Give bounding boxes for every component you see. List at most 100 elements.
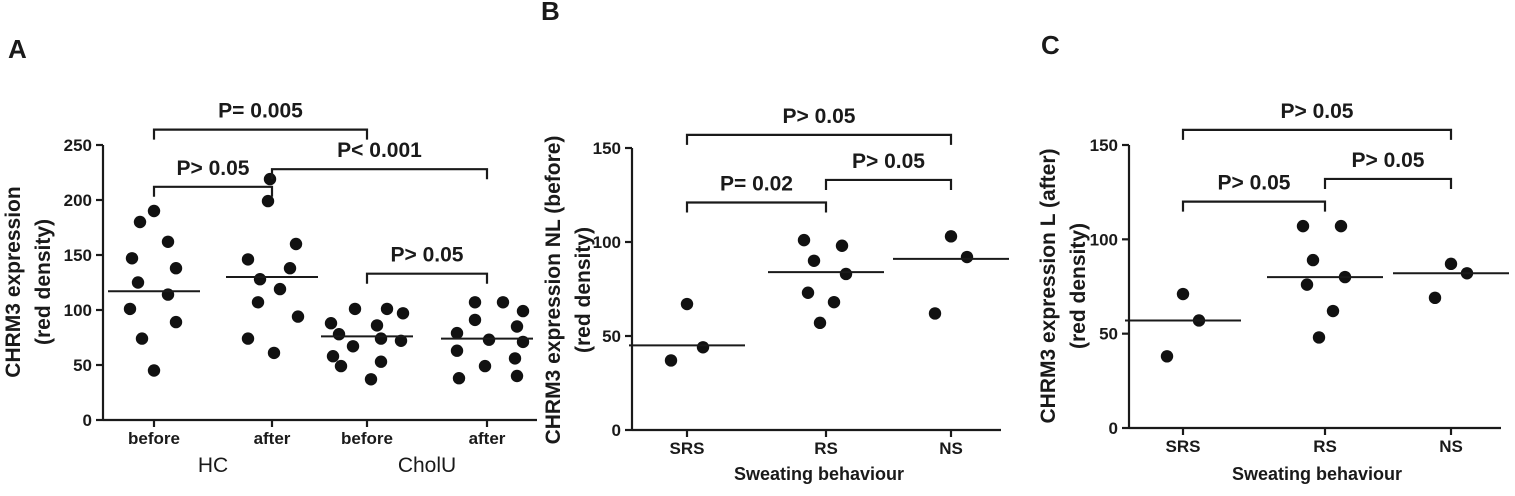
x-tick-label: SRS: [1166, 437, 1201, 456]
data-point: [267, 346, 281, 360]
data-point: [1444, 257, 1458, 271]
data-point: [334, 359, 348, 373]
y-tick-label: 100: [64, 301, 92, 320]
significance-bracket: [1181, 128, 1453, 140]
significance-bracket: [152, 128, 369, 140]
data-point: [273, 282, 287, 296]
data-point: [801, 286, 815, 299]
data-point: [346, 340, 360, 353]
y-tick-label: 100: [1090, 230, 1118, 249]
data-point: [263, 172, 277, 186]
x-tick-label: after: [254, 429, 291, 448]
data-point: [452, 372, 466, 385]
data-point: [1312, 331, 1326, 344]
panel-c: C 0 50 100 150 SRS RS NS CHRM3 expression L (aft…: [1037, 30, 1509, 484]
x-tick-label: before: [128, 429, 180, 448]
data-point: [482, 333, 496, 346]
y-axis-label: CHRM3 expression: [2, 186, 25, 377]
y-axis-label: (red density): [1067, 223, 1090, 349]
data-point: [807, 254, 821, 267]
y-tick-label: 150: [593, 139, 621, 158]
p-value-label: P= 0.02: [720, 173, 793, 196]
data-point: [813, 316, 827, 330]
data-point: [1296, 219, 1310, 233]
group-label: HC: [198, 454, 228, 477]
data-point: [291, 310, 305, 323]
data-point: [478, 359, 492, 373]
data-point: [374, 355, 388, 368]
significance-bracket: [685, 133, 953, 145]
data-point: [1326, 304, 1340, 318]
y-tick-label: 50: [1099, 325, 1118, 344]
data-point: [1334, 219, 1348, 233]
data-point: [283, 262, 297, 275]
x-axis-label: Sweating behaviour: [734, 464, 904, 484]
p-value-label: P> 0.05: [852, 150, 925, 173]
data-point: [169, 262, 183, 275]
x-axis-label: Sweating behaviour: [1232, 464, 1402, 484]
data-point: [396, 307, 410, 320]
panel-letter: C: [1041, 30, 1060, 60]
data-point: [374, 332, 388, 345]
data-point: [169, 315, 183, 329]
panel-letter: B: [541, 0, 560, 26]
x-tick-label: NS: [939, 439, 963, 458]
p-value-label: P> 0.05: [391, 244, 464, 267]
data-point: [147, 364, 161, 377]
y-axis-label: (red density): [572, 227, 595, 353]
significance-bracket: [365, 272, 489, 284]
x-tick-label: RS: [814, 439, 838, 458]
data-point: [450, 344, 464, 357]
data-point: [253, 273, 267, 286]
y-tick-label: 50: [73, 356, 92, 375]
data-point: [928, 307, 942, 320]
y-axis-label: CHRM3 expression L (after): [1037, 148, 1060, 423]
data-point: [496, 296, 510, 309]
data-point: [261, 194, 275, 208]
data-point: [944, 230, 958, 243]
data-point: [251, 296, 265, 309]
data-point: [370, 319, 384, 332]
panel-b: B 0 50 100 150 SRS RS NS CHRM3 expression NL (be…: [541, 0, 1009, 484]
data-point: [516, 335, 530, 349]
y-tick-label: 50: [602, 327, 621, 346]
y-tick-label: 0: [83, 411, 92, 430]
y-axis-label: CHRM3 expression NL (before): [542, 136, 565, 445]
significance-bracket: [152, 185, 274, 197]
data-point: [1306, 253, 1320, 267]
x-tick-label: after: [469, 429, 506, 448]
data-point: [326, 350, 340, 363]
data-point: [161, 235, 175, 248]
data-point: [241, 332, 255, 345]
data-point: [835, 239, 849, 252]
data-point: [516, 304, 530, 318]
data-point: [133, 215, 147, 229]
data-point: [123, 302, 137, 316]
data-point: [680, 297, 694, 311]
y-tick-label: 100: [593, 233, 621, 252]
x-tick-label: NS: [1439, 437, 1463, 456]
data-point: [394, 334, 408, 347]
p-value-label: P= 0.005: [218, 100, 303, 123]
significance-bracket: [685, 201, 828, 213]
data-point: [241, 253, 255, 266]
y-tick-label: 200: [64, 191, 92, 210]
p-value-label: P< 0.001: [337, 139, 422, 162]
y-axis-label: (red density): [32, 219, 55, 345]
data-point: [364, 373, 378, 386]
x-tick-label: before: [341, 429, 393, 448]
data-point: [380, 302, 394, 316]
y-tick-label: 150: [64, 246, 92, 265]
data-point: [332, 328, 346, 341]
group-label: CholU: [398, 454, 456, 477]
significance-bracket: [270, 168, 489, 180]
data-point: [147, 204, 161, 218]
significance-bracket: [1323, 177, 1453, 189]
data-point: [1176, 287, 1190, 301]
y-tick-label: 0: [612, 421, 621, 440]
data-point: [1300, 278, 1314, 291]
x-tick-label: RS: [1313, 437, 1337, 456]
p-value-label: P> 0.05: [1352, 149, 1425, 172]
p-value-label: P> 0.05: [177, 157, 250, 180]
